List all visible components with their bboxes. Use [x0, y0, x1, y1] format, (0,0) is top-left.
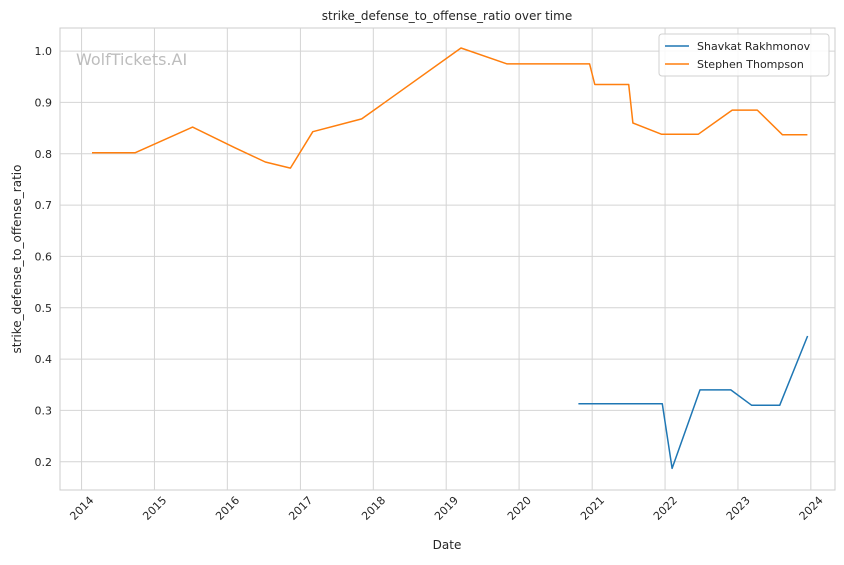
y-tick-label: 0.8 — [35, 148, 53, 161]
series-line-0 — [578, 335, 809, 470]
x-tick-label: 2021 — [578, 494, 607, 523]
y-tick-label: 0.6 — [35, 250, 53, 263]
x-tick-labels: 2014 2015 2016 2017 2018 2019 2020 2021 2022 2023… — [67, 494, 825, 523]
y-gridlines — [60, 50, 835, 463]
x-tick-label: 2023 — [724, 494, 753, 523]
y-tick-label: 0.3 — [35, 404, 53, 417]
y-tick-label: 0.2 — [35, 456, 53, 469]
x-tick-label: 2022 — [651, 494, 680, 523]
legend-entry: Stephen Thompson — [697, 58, 804, 71]
x-tick-label: 2019 — [432, 494, 461, 523]
x-gridlines — [81, 28, 812, 490]
series-line-1 — [92, 47, 808, 169]
chart-title: strike_defense_to_offense_ratio over tim… — [322, 9, 572, 23]
y-tick-label: 0.7 — [35, 199, 53, 212]
legend-box — [658, 33, 830, 77]
y-tick-label: 1.0 — [35, 45, 53, 58]
x-tick-label: 2016 — [213, 494, 242, 523]
y-tick-labels: 0.2 0.3 0.4 0.5 0.6 0.7 0.8 0.9 1.0 — [35, 45, 53, 469]
x-tick-label: 2024 — [797, 494, 826, 523]
y-tick-label: 0.9 — [35, 96, 53, 109]
watermark: WolfTickets.AI — [76, 50, 187, 69]
series-lines — [92, 47, 809, 470]
x-axis-label: Date — [433, 538, 462, 552]
y-tick-label: 0.5 — [35, 302, 53, 315]
plot-area — [59, 27, 836, 491]
x-tick-label: 2020 — [505, 494, 534, 523]
legend: Shavkat Rakhmonov Stephen Thompson — [658, 33, 830, 77]
x-tick-label: 2015 — [140, 494, 169, 523]
x-tick-label: 2018 — [359, 494, 388, 523]
x-tick-label: 2014 — [67, 494, 96, 523]
y-tick-label: 0.4 — [35, 353, 53, 366]
legend-entry: Shavkat Rakhmonov — [697, 40, 811, 53]
y-axis-label: strike_defense_to_offense_ratio — [10, 165, 24, 354]
x-tick-label: 2017 — [286, 494, 315, 523]
